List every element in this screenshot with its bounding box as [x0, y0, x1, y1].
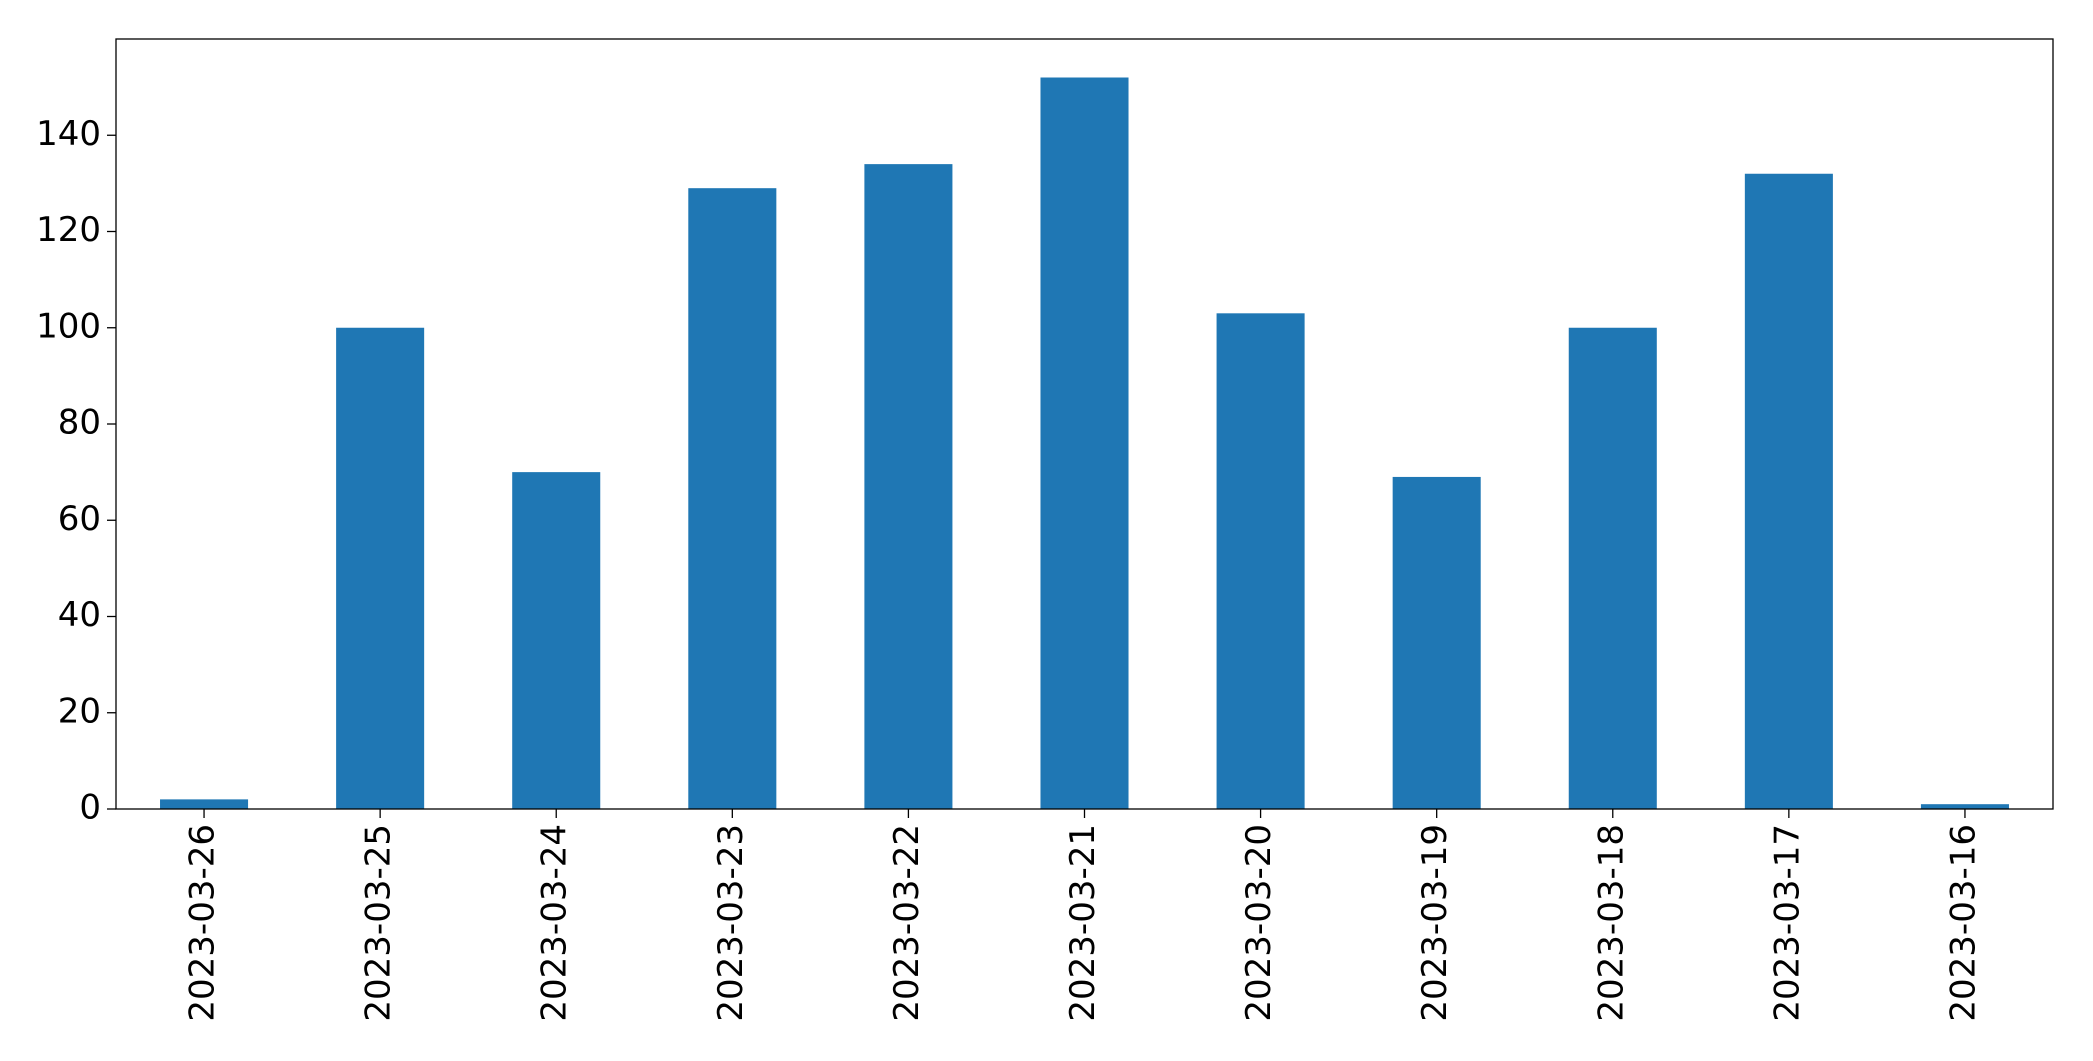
bar	[160, 799, 249, 809]
y-tick-label: 120	[36, 210, 101, 250]
y-tick-label: 100	[36, 306, 101, 346]
bar	[1040, 77, 1129, 809]
y-tick-label: 40	[58, 595, 101, 635]
x-tick-label: 2023-03-26	[183, 824, 223, 1022]
bar	[688, 188, 777, 809]
bar	[1744, 173, 1833, 809]
bar	[512, 472, 601, 809]
y-tick-label: 80	[58, 403, 101, 443]
bar	[864, 164, 953, 809]
x-tick-label: 2023-03-20	[1239, 824, 1279, 1022]
x-tick-label: 2023-03-16	[1943, 824, 1983, 1022]
bar	[336, 327, 425, 809]
bar	[1216, 313, 1305, 809]
x-tick-label: 2023-03-19	[1415, 824, 1455, 1022]
x-tick-label: 2023-03-23	[711, 824, 751, 1022]
bar	[1392, 476, 1481, 809]
x-tick-label: 2023-03-21	[1063, 824, 1103, 1022]
y-tick-label: 20	[58, 691, 101, 731]
x-tick-label: 2023-03-25	[359, 824, 399, 1022]
axes-frame	[115, 38, 2054, 810]
x-tick-label: 2023-03-18	[1591, 824, 1631, 1022]
y-tick-label: 60	[58, 499, 101, 539]
y-tick-label: 140	[36, 114, 101, 154]
x-tick-label: 2023-03-22	[887, 824, 927, 1022]
x-tick-label: 2023-03-17	[1767, 824, 1807, 1022]
bar	[1920, 804, 2009, 809]
y-tick-label: 0	[79, 788, 101, 828]
bar	[1568, 327, 1657, 809]
x-tick-label: 2023-03-24	[535, 824, 575, 1022]
